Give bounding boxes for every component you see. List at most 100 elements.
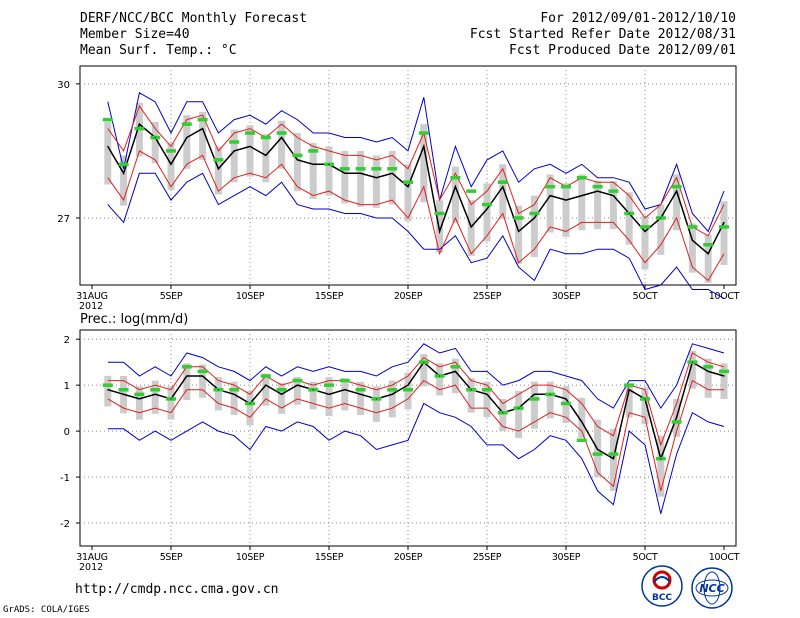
temp-spread-box	[704, 234, 712, 283]
precip-median-point	[533, 393, 536, 395]
precip-xtick-label: 31AUG	[76, 552, 107, 563]
temp-xtick-label: 30SEP	[552, 291, 581, 302]
precip-spread-box	[436, 363, 444, 396]
precip-spread-box	[704, 358, 712, 398]
precip-ytick-label: -2	[60, 519, 70, 530]
precip-spread-box	[230, 381, 238, 416]
temp-median-point	[312, 163, 314, 165]
temp-spread-box	[388, 150, 396, 205]
temp-xtick-label: 15SEP	[315, 291, 344, 302]
precip-median-point	[676, 416, 678, 418]
temp-median-point	[597, 190, 599, 192]
temp-spread-box	[420, 124, 428, 203]
precip-spread-box	[451, 358, 459, 394]
precip-spread-box	[372, 386, 380, 422]
temp-spread-box	[578, 174, 586, 231]
temp-min-line	[107, 172, 725, 299]
temp-median-point	[612, 195, 615, 197]
precip-spread-box	[199, 364, 207, 398]
temp-spread-box	[720, 201, 728, 265]
precip-median-point	[707, 370, 709, 372]
temp-spread-box	[562, 183, 570, 237]
precip-spread-box	[167, 386, 175, 420]
temp-spread-box	[120, 155, 128, 206]
precip-spread-box	[357, 381, 365, 416]
precip-spread-box	[104, 375, 112, 407]
precip-spread-box	[609, 428, 617, 491]
header-title: DERF/NCC/BCC Monthly Forecast	[80, 11, 307, 26]
precip-xtick-label: 10OCT	[709, 552, 740, 563]
precip-spread-box	[625, 384, 633, 418]
temp-median-point	[328, 163, 330, 165]
temp-xtick-label: 31AUG	[76, 291, 107, 302]
precip-median-point	[644, 398, 646, 400]
temp-median-point	[249, 145, 251, 148]
precip-spread-box	[151, 380, 159, 414]
temp-median-point	[154, 136, 156, 139]
precip-median-point	[202, 375, 204, 377]
temp-spread-box	[688, 223, 696, 273]
precip-median-point	[407, 384, 409, 386]
precip-spread-box	[720, 363, 728, 399]
precip-median-point	[217, 389, 219, 391]
temp-median-point	[723, 221, 725, 224]
temp-median-point	[170, 163, 172, 165]
ncc-logo-text: NCC	[699, 582, 724, 595]
precip-xtick-label: 20SEP	[394, 552, 423, 563]
precip-median-point	[107, 389, 109, 391]
precip-title: Prec.: log(mm/d)	[80, 312, 188, 327]
temp-median-point	[217, 168, 219, 170]
temp-spread-box	[262, 134, 270, 183]
precip-median-point	[154, 393, 156, 395]
precip-median-point	[375, 398, 377, 400]
precip-median-point	[296, 384, 298, 386]
header-member-size: Member Size=40	[80, 27, 190, 42]
temp-median-point	[107, 145, 109, 148]
precip-median-point	[391, 393, 393, 395]
temp-spread-box	[372, 155, 380, 208]
precip-median-point	[549, 393, 551, 395]
precip-median-point	[628, 389, 630, 391]
precip-spread-box	[530, 381, 538, 429]
header-forecast-period: For 2012/09/01-2012/10/10	[540, 11, 736, 26]
temp-xtick-label: 5OCT	[633, 291, 658, 302]
temp-median-point	[296, 159, 298, 161]
temp-median-point	[123, 172, 125, 174]
temp-median-point	[265, 154, 267, 156]
precip-spread-box	[246, 390, 254, 426]
temp-spread-box	[151, 121, 159, 164]
temp-median-point	[375, 177, 377, 179]
precip-spread-box	[262, 373, 270, 406]
precip-median-point	[612, 458, 615, 460]
temp-median-point	[676, 190, 678, 192]
temp-median-point	[533, 217, 536, 219]
temp-xtick-label: 20SEP	[394, 291, 423, 302]
precip-median-point	[328, 393, 330, 395]
precip-spread-box	[388, 380, 396, 418]
precip-spread-box	[135, 386, 143, 420]
temp-median-point	[549, 195, 551, 197]
precip-xtick-year: 2012	[79, 562, 103, 573]
header-produced-date: Fcst Produced Date 2012/09/01	[509, 43, 736, 58]
precip-spread-box	[183, 363, 191, 401]
temp-spread-box	[199, 111, 207, 160]
precip-median-point	[423, 361, 425, 363]
temp-spread-box	[341, 150, 349, 204]
temp-xtick-label: 5SEP	[160, 291, 183, 302]
precip-median-point	[660, 458, 662, 460]
precip-median-point	[249, 402, 251, 405]
temp-median-point	[186, 136, 188, 139]
temp-spread-box	[309, 143, 317, 199]
temp-ytick-label: 30	[57, 80, 70, 91]
temp-spread-box	[404, 164, 412, 222]
footer-url[interactable]: http://cmdp.ncc.cma.gov.cn	[75, 582, 279, 597]
precip-spread-box	[578, 397, 586, 438]
temp-spread-box	[499, 164, 507, 220]
precip-spread-box	[420, 354, 428, 387]
precip-ytick-label: 2	[64, 335, 70, 346]
temp-median-point	[391, 172, 393, 174]
ncc-logo: NCC	[691, 567, 733, 609]
